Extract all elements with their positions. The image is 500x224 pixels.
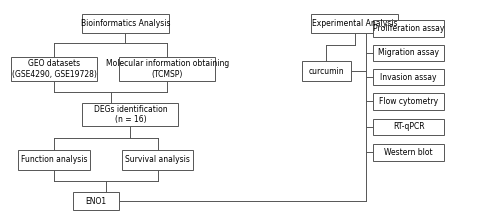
FancyBboxPatch shape <box>18 150 90 170</box>
Text: Bioinformatics Analysis: Bioinformatics Analysis <box>80 19 170 28</box>
FancyBboxPatch shape <box>11 57 97 81</box>
Text: Invasion assay: Invasion assay <box>380 73 437 82</box>
Text: Experimental Analysis: Experimental Analysis <box>312 19 398 28</box>
FancyBboxPatch shape <box>373 93 444 110</box>
Text: Western blot: Western blot <box>384 148 433 157</box>
Text: Migration assay: Migration assay <box>378 48 439 57</box>
Text: Flow cytometry: Flow cytometry <box>379 97 438 106</box>
Text: Function analysis: Function analysis <box>21 155 87 164</box>
FancyBboxPatch shape <box>373 119 444 135</box>
FancyBboxPatch shape <box>82 103 178 126</box>
FancyBboxPatch shape <box>373 45 444 61</box>
Text: Proliferation assay: Proliferation assay <box>373 24 444 33</box>
FancyBboxPatch shape <box>373 69 444 85</box>
FancyBboxPatch shape <box>122 150 193 170</box>
Text: Survival analysis: Survival analysis <box>125 155 190 164</box>
Text: curcumin: curcumin <box>308 67 344 75</box>
FancyBboxPatch shape <box>82 14 168 33</box>
Text: GEO datasets
(GSE4290, GSE19728): GEO datasets (GSE4290, GSE19728) <box>12 59 96 79</box>
FancyBboxPatch shape <box>302 61 351 81</box>
Text: DEGs identification
(n = 16): DEGs identification (n = 16) <box>94 105 167 125</box>
FancyBboxPatch shape <box>72 192 120 210</box>
FancyBboxPatch shape <box>373 144 444 161</box>
Text: RT-qPCR: RT-qPCR <box>393 123 424 131</box>
FancyBboxPatch shape <box>120 57 216 81</box>
FancyBboxPatch shape <box>373 20 444 37</box>
Text: Molecular information obtaining
(TCMSP): Molecular information obtaining (TCMSP) <box>106 59 229 79</box>
FancyBboxPatch shape <box>312 14 398 33</box>
Text: ENO1: ENO1 <box>86 196 106 206</box>
